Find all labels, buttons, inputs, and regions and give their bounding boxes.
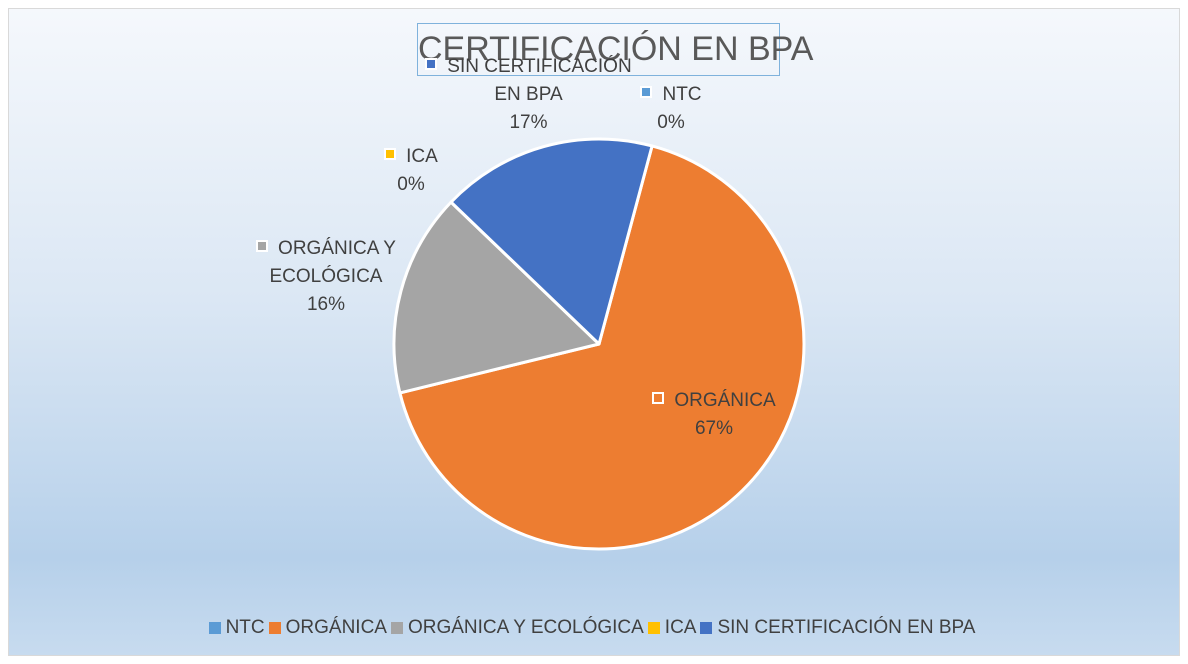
label-category: NTC [662, 84, 702, 105]
chart: CERTIFICACIÓN EN BPA NTC 0% ORGÁNICA 67% ORG… [8, 8, 1180, 656]
chart-title: CERTIFICACIÓN EN BPA [417, 23, 813, 76]
legend-item: ORGÁNICA Y ECOLÓGICA [390, 615, 644, 641]
legend-swatch [390, 622, 403, 634]
label-value: 17% [509, 112, 548, 133]
data-label: ORGÁNICA Y ECOLÓGICA 16% [221, 235, 431, 319]
data-label: ORGÁNICA 67% [629, 387, 799, 443]
label-category: ICA [406, 146, 438, 167]
label-value: 67% [694, 418, 734, 439]
legend-item: SIN CERTIFICACIÓN EN BPA [700, 615, 975, 641]
legend-label: ORGÁNICA [285, 617, 387, 638]
label-category: ORGÁNICA [674, 390, 776, 411]
legend-label: NTC [225, 617, 265, 638]
legend-label: ICA [664, 617, 697, 638]
label-value: 0% [397, 174, 425, 195]
legend-item: ICA [647, 615, 697, 641]
label-value: 0% [657, 112, 685, 133]
legend-label: ORGÁNICA Y ECOLÓGICA [407, 617, 644, 638]
legend-item: NTC [208, 615, 265, 641]
pie-area [392, 137, 806, 551]
pie-slice [392, 200, 601, 395]
label-key [640, 86, 653, 98]
legend-swatch [208, 622, 221, 634]
legend-swatch [700, 622, 713, 634]
legend-swatch [647, 622, 660, 634]
label-key [384, 148, 397, 160]
label-key [256, 240, 269, 252]
pie-slice [449, 137, 654, 346]
legend-item: ORGÁNICA [268, 615, 387, 641]
legend: NTC ORGÁNICA ORGÁNICA Y ECOLÓGICA ICA SIN CE… [9, 615, 1179, 641]
data-label: SIN CERTIFICACIÓN EN BPA 17% [411, 53, 646, 137]
pie-slice [398, 144, 806, 551]
label-category: SIN CERTIFICACIÓN EN BPA [447, 56, 632, 105]
label-value: 16% [306, 294, 346, 315]
data-label: NTC 0% [606, 81, 736, 137]
legend-swatch [268, 622, 281, 634]
data-label: ICA 0% [371, 143, 451, 199]
legend-label: SIN CERTIFICACIÓN EN BPA [717, 617, 976, 638]
label-category: ORGÁNICA Y ECOLÓGICA [269, 238, 396, 287]
label-key [425, 58, 438, 70]
label-key [652, 392, 665, 404]
